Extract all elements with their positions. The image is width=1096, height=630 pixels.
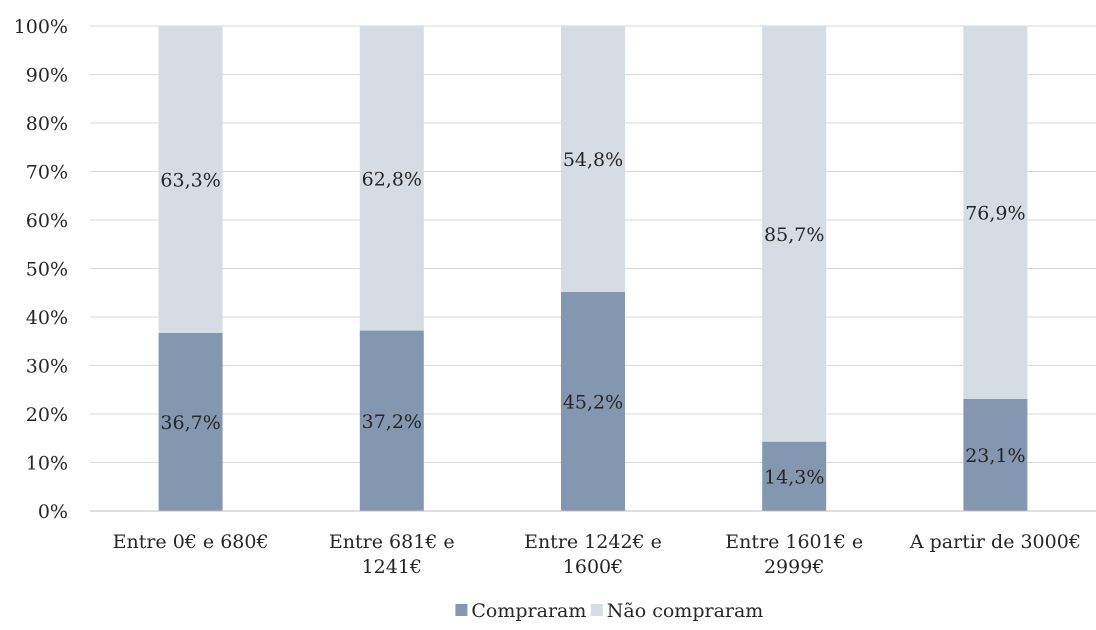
y-tick-label: 0%: [38, 501, 68, 523]
y-tick-label: 30%: [26, 356, 68, 378]
data-label: 45,2%: [563, 391, 623, 413]
data-labels: 36,7% 63,3% 37,2% 62,8% 45,2% 54,8% 14,3% 85,7%…: [160, 149, 1025, 488]
legend-swatch: [590, 604, 603, 616]
y-tick-label: 100%: [14, 16, 68, 38]
y-tick-label: 70%: [26, 162, 68, 184]
y-tick-label: 90%: [26, 65, 68, 87]
x-tick-label: Entre 0€ e 680€: [113, 531, 269, 553]
legend: Compraram Não compraram: [455, 600, 763, 622]
data-label: 63,3%: [160, 170, 220, 192]
x-tick-label: 1600€: [563, 556, 623, 578]
data-label: 37,2%: [362, 411, 422, 433]
y-tick-label: 50%: [26, 259, 68, 281]
bar-segment-nao-compraram: [963, 26, 1028, 399]
legend-label: Compraram: [471, 600, 586, 622]
y-tick-label: 40%: [26, 307, 68, 329]
bar-segment-compraram: [561, 291, 625, 511]
x-tick-label: Entre 1601€ e: [725, 531, 863, 553]
legend-label: Não compraram: [607, 600, 764, 622]
data-label: 36,7%: [160, 412, 220, 434]
bar-segment-compraram: [359, 330, 424, 511]
bar-segment-nao-compraram: [762, 26, 827, 442]
bar-segment-compraram: [762, 441, 827, 511]
x-tick-label: Entre 681€ e: [329, 531, 455, 553]
x-tick-label: 2999€: [764, 556, 824, 578]
data-label: 62,8%: [362, 168, 422, 190]
x-tick-label: 1241€: [362, 556, 422, 578]
x-tick-label: Entre 1242€ e: [524, 531, 662, 553]
y-tick-label: 10%: [26, 453, 68, 475]
data-label: 76,9%: [965, 202, 1025, 224]
bar-segment-nao-compraram: [359, 26, 424, 331]
y-axis: 0% 10% 20% 30% 40% 50% 60% 70% 80% 90% 100%: [14, 16, 68, 523]
legend-swatch: [455, 604, 468, 616]
y-tick-label: 20%: [26, 404, 68, 426]
bars: [158, 26, 1028, 511]
bar-segment-nao-compraram: [561, 26, 625, 292]
x-tick-label: A partir de 3000€: [909, 531, 1081, 553]
data-label: 14,3%: [764, 466, 824, 488]
y-tick-label: 60%: [26, 210, 68, 232]
bar-segment-nao-compraram: [158, 26, 223, 334]
data-label: 54,8%: [563, 149, 623, 171]
y-tick-label: 80%: [26, 113, 68, 135]
data-label: 85,7%: [764, 224, 824, 246]
data-label: 23,1%: [965, 445, 1025, 467]
bar-segment-compraram: [963, 398, 1028, 511]
x-axis: Entre 0€ e 680€ Entre 681€ e 1241€ Entre 12…: [90, 510, 1096, 578]
bar-segment-compraram: [158, 333, 223, 511]
